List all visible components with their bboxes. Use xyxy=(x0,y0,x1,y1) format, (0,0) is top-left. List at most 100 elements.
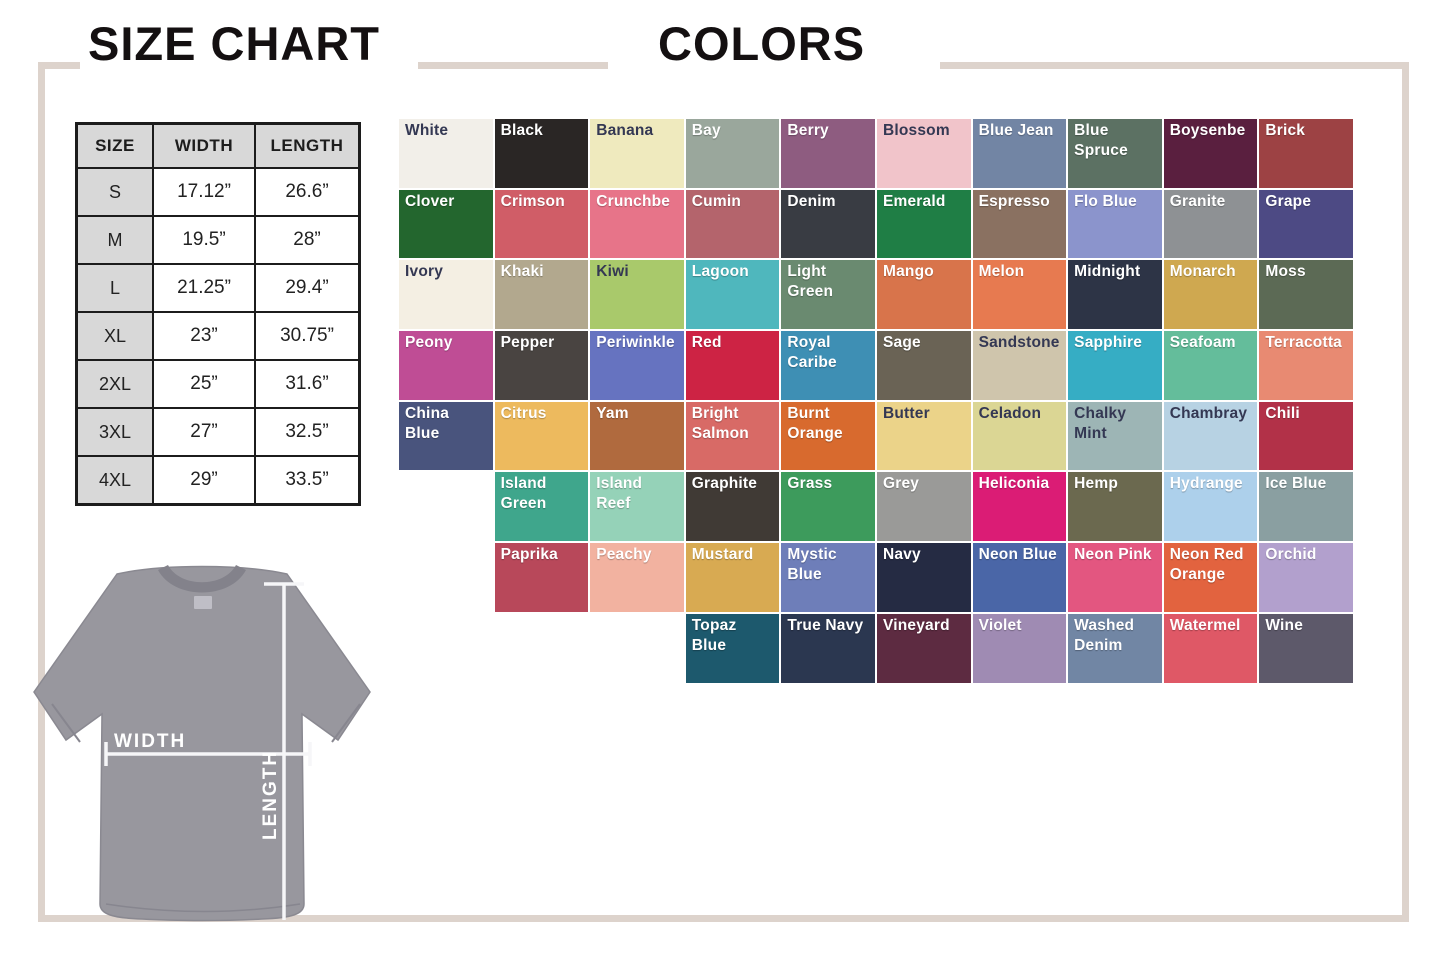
size-cell: XL xyxy=(75,311,154,361)
length-cell: 26.6” xyxy=(254,167,361,217)
color-swatch-terracotta: Terracotta xyxy=(1259,331,1353,400)
left-sleeve-hem-stitch xyxy=(51,703,81,743)
width-cell: 23” xyxy=(152,311,256,361)
color-swatch-citrus: Citrus xyxy=(494,401,589,471)
color-swatch-cumin: Cumin xyxy=(685,189,780,259)
color-swatch-true-navy: True Navy xyxy=(781,613,875,683)
width-cell: 25” xyxy=(152,359,256,409)
color-swatch-black: Black xyxy=(494,119,589,188)
size-table-row: XL 23” 30.75” xyxy=(75,311,361,361)
color-swatch-heliconia: Heliconia xyxy=(972,472,1067,542)
color-swatch-blue-jean: Blue Jean xyxy=(972,119,1067,188)
colors-title: COLORS xyxy=(658,17,866,70)
size-table-header-row: SIZE WIDTH LENGTH xyxy=(75,122,361,169)
color-swatch-hemp: Hemp xyxy=(1068,472,1162,542)
size-table-row: 2XL 25” 31.6” xyxy=(75,359,361,409)
color-swatch-neon-blue: Neon Blue xyxy=(972,543,1067,612)
color-swatch-bright-salmon: Bright Salmon xyxy=(685,401,780,471)
color-swatch-blue-spruce: Blue Spruce xyxy=(1068,119,1162,188)
color-swatch-seafoam: Seafoam xyxy=(1163,331,1258,400)
size-table-row: M 19.5” 28” xyxy=(75,215,361,265)
color-swatch-pepper: Pepper xyxy=(494,331,589,400)
color-swatch-washed-denim: Washed Denim xyxy=(1068,613,1162,683)
color-swatch-neon-pink: Neon Pink xyxy=(1068,543,1162,612)
color-swatch-graphite: Graphite xyxy=(685,472,780,542)
right-sleeve-hem-stitch xyxy=(331,703,361,743)
color-swatch-kiwi: Kiwi xyxy=(590,260,684,330)
color-swatch-sandstone: Sandstone xyxy=(972,331,1067,400)
color-swatch-hydrange: Hydrange xyxy=(1163,472,1258,542)
color-swatch-bay: Bay xyxy=(685,119,780,188)
width-column-header: WIDTH xyxy=(152,122,256,169)
color-swatch-mango: Mango xyxy=(876,260,971,330)
color-swatch-island-green: Island Green xyxy=(494,472,589,542)
color-swatch-celadon: Celadon xyxy=(972,401,1067,471)
tshirt-illustration: WIDTH LENGTH xyxy=(33,565,371,922)
color-swatch-chambray: Chambray xyxy=(1163,401,1258,471)
width-cell: 19.5” xyxy=(152,215,256,265)
color-swatch-navy: Navy xyxy=(876,543,971,612)
size-chart-title: SIZE CHART xyxy=(88,17,380,70)
color-swatch-lagoon: Lagoon xyxy=(685,260,780,330)
size-cell: 4XL xyxy=(75,455,154,506)
color-swatch-ivory: Ivory xyxy=(399,260,493,330)
color-swatch-emerald: Emerald xyxy=(876,189,971,259)
frame-bottom-edge xyxy=(38,915,1409,922)
length-measure-label: LENGTH xyxy=(260,750,281,840)
tshirt-body xyxy=(33,565,371,922)
color-swatch-chili: Chili xyxy=(1259,401,1353,471)
frame-top-right-dash xyxy=(940,62,1409,69)
length-cell: 33.5” xyxy=(254,455,361,506)
color-swatch-banana: Banana xyxy=(590,119,684,188)
width-cell: 21.25” xyxy=(152,263,256,313)
frame-top-mid-dash xyxy=(418,62,608,69)
shirt-measurement-diagram: WIDTH LENGTH xyxy=(22,552,390,948)
size-cell: S xyxy=(75,167,154,217)
color-swatch-red: Red xyxy=(685,331,780,400)
width-cell: 29” xyxy=(152,455,256,506)
color-swatch-khaki: Khaki xyxy=(494,260,589,330)
color-swatch-berry: Berry xyxy=(781,119,875,188)
color-swatch-midnight: Midnight xyxy=(1068,260,1162,330)
color-swatch-crimson: Crimson xyxy=(494,189,589,259)
color-swatch-sage: Sage xyxy=(876,331,971,400)
width-cell: 27” xyxy=(152,407,256,457)
size-cell: 2XL xyxy=(75,359,154,409)
color-swatch-china-blue: China Blue xyxy=(399,401,493,471)
size-table-row: L 21.25” 29.4” xyxy=(75,263,361,313)
width-measure-label: WIDTH xyxy=(114,731,186,752)
color-swatch-violet: Violet xyxy=(972,613,1067,683)
color-swatch-mystic-blue: Mystic Blue xyxy=(781,543,875,612)
color-swatch-wine: Wine xyxy=(1259,613,1353,683)
length-column-header: LENGTH xyxy=(254,122,361,169)
color-swatch-espresso: Espresso xyxy=(972,189,1067,259)
color-swatch-island-reef: Island Reef xyxy=(590,472,684,542)
size-table-row: S 17.12” 26.6” xyxy=(75,167,361,217)
frame-left-edge xyxy=(38,62,45,922)
color-swatch-white: White xyxy=(399,119,493,188)
color-swatch-grey: Grey xyxy=(876,472,971,542)
color-swatch-topaz-blue: Topaz Blue xyxy=(685,613,780,683)
color-swatch-watermel: Watermel xyxy=(1163,613,1258,683)
color-swatch-sapphire: Sapphire xyxy=(1068,331,1162,400)
color-swatch-neon-red-orange: Neon Red Orange xyxy=(1163,543,1258,612)
color-swatch-butter: Butter xyxy=(876,401,971,471)
color-swatch-burnt-orange: Burnt Orange xyxy=(781,401,875,471)
size-table-row: 3XL 27” 32.5” xyxy=(75,407,361,457)
color-swatch-brick: Brick xyxy=(1259,119,1353,188)
color-swatch-royal-caribe: Royal Caribe xyxy=(781,331,875,400)
size-cell: 3XL xyxy=(75,407,154,457)
color-swatch-ice-blue: Ice Blue xyxy=(1259,472,1353,542)
color-swatch-denim: Denim xyxy=(781,189,875,259)
color-swatch-boysenbe: Boysenbe xyxy=(1163,119,1258,188)
color-swatch-light-green: Light Green xyxy=(781,260,875,330)
color-swatch-monarch: Monarch xyxy=(1163,260,1258,330)
color-swatch-crunchbe: Crunchbe xyxy=(590,189,684,259)
color-swatch-orchid: Orchid xyxy=(1259,543,1353,612)
color-swatch-vineyard: Vineyard xyxy=(876,613,971,683)
color-swatch-clover: Clover xyxy=(399,189,493,259)
length-cell: 30.75” xyxy=(254,311,361,361)
size-cell: L xyxy=(75,263,154,313)
color-swatch-paprika: Paprika xyxy=(494,543,589,612)
